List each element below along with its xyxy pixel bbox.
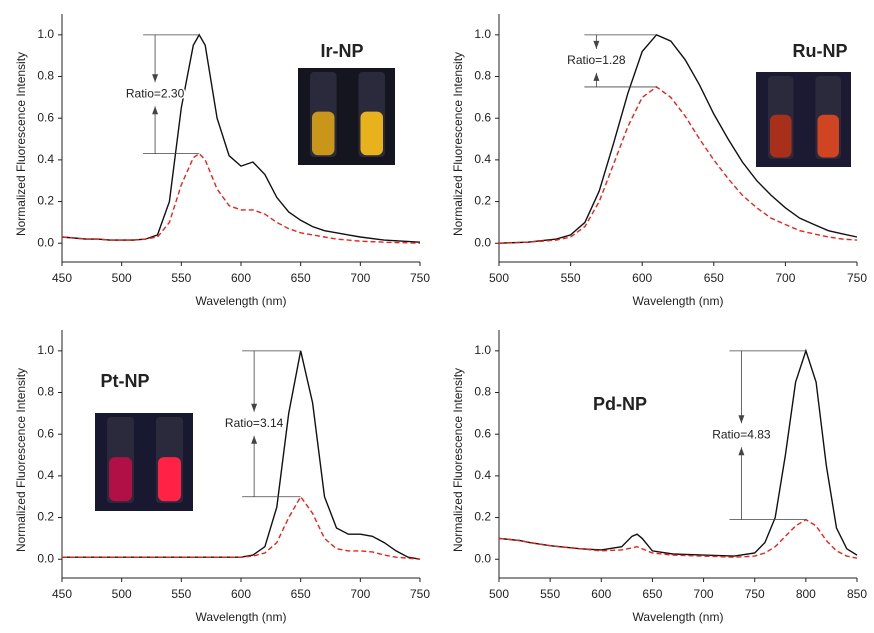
panel: 0.0 0.2 0.4 0.6 0.8 1.0 500 550 600 650 700 750 Wave… xyxy=(451,14,867,308)
series-line xyxy=(498,348,858,557)
x-axis-label: Wavelength (nm) xyxy=(196,610,287,624)
x-tick-label: 750 xyxy=(847,271,867,285)
y-tick-label: 0.0 xyxy=(37,235,54,249)
ratio-label: Ratio=3.14 xyxy=(225,416,284,430)
ratio-label: Ratio=1.28 xyxy=(567,53,626,67)
y-tick-label: 0.0 xyxy=(37,551,54,565)
y-tick-label: 0.8 xyxy=(474,385,491,399)
x-tick-label: 500 xyxy=(489,271,509,285)
arrow-head xyxy=(152,74,159,83)
y-tick-label: 0.2 xyxy=(474,194,491,208)
ratio-label: Ratio=4.83 xyxy=(712,427,771,441)
panel-label: Pt-NP xyxy=(101,371,150,391)
x-tick-label: 650 xyxy=(704,271,724,285)
y-tick-label: 1.0 xyxy=(37,27,54,41)
y-tick-label: 0.4 xyxy=(474,468,491,482)
series-line xyxy=(61,152,421,244)
panel: 0.0 0.2 0.4 0.6 0.8 1.0 450 500 550 600 650 700 750 W… xyxy=(14,14,430,308)
x-tick-label: 500 xyxy=(112,271,132,285)
x-axis-label: Wavelength (nm) xyxy=(633,610,724,624)
x-tick-label: 600 xyxy=(231,271,251,285)
arrow-head xyxy=(251,403,258,412)
vial-liquid xyxy=(817,114,839,158)
x-tick-label: 650 xyxy=(291,271,311,285)
x-tick-label: 550 xyxy=(171,587,191,601)
series-line xyxy=(498,86,858,244)
y-tick-label: 0.8 xyxy=(37,69,54,83)
y-tick-label: 0.2 xyxy=(474,510,491,524)
y-axis-label: Normalized Fluorescence Intensity xyxy=(14,368,28,552)
x-tick-label: 550 xyxy=(561,271,581,285)
arrow-head xyxy=(593,72,600,81)
ratio-label: Ratio=2.30 xyxy=(126,86,185,100)
y-tick-label: 0.6 xyxy=(37,110,54,124)
y-tick-label: 0.8 xyxy=(474,69,491,83)
x-tick-label: 700 xyxy=(350,587,370,601)
y-tick-label: 0.2 xyxy=(37,194,54,208)
y-tick-label: 0.4 xyxy=(37,152,54,166)
arrow-head xyxy=(738,447,745,456)
arrow-head xyxy=(738,415,745,424)
arrow-head xyxy=(251,435,258,444)
x-tick-label: 800 xyxy=(796,587,816,601)
series-line xyxy=(498,33,858,244)
panel-label: Ru-NP xyxy=(793,41,848,61)
x-tick-label: 500 xyxy=(489,587,509,601)
y-axis-label: Normalized Fluorescence Intensity xyxy=(451,52,465,236)
y-tick-label: 0.0 xyxy=(474,551,491,565)
vial-liquid xyxy=(770,114,792,158)
y-axis-label: Normalized Fluorescence Intensity xyxy=(451,368,465,552)
x-tick-label: 550 xyxy=(171,271,191,285)
panel-label: Pd-NP xyxy=(593,394,647,414)
y-tick-label: 0.6 xyxy=(37,426,54,440)
arrow-head xyxy=(152,106,159,115)
x-tick-label: 650 xyxy=(642,587,662,601)
x-tick-label: 650 xyxy=(291,587,311,601)
x-tick-label: 850 xyxy=(847,587,867,601)
vial-liquid xyxy=(360,111,383,156)
series-line xyxy=(498,518,858,559)
x-tick-label: 750 xyxy=(410,587,430,601)
x-tick-label: 600 xyxy=(632,271,652,285)
x-tick-label: 450 xyxy=(52,271,72,285)
x-tick-label: 700 xyxy=(775,271,795,285)
x-tick-label: 550 xyxy=(540,587,560,601)
vial-liquid xyxy=(158,457,181,502)
x-tick-label: 450 xyxy=(52,587,72,601)
x-axis-label: Wavelength (nm) xyxy=(196,294,287,308)
panel: 0.0 0.2 0.4 0.6 0.8 1.0 500 550 600 650 700 750 800 8… xyxy=(451,330,867,624)
x-tick-label: 600 xyxy=(231,587,251,601)
y-tick-label: 1.0 xyxy=(474,343,491,357)
y-tick-label: 0.4 xyxy=(37,468,54,482)
x-axis-label: Wavelength (nm) xyxy=(633,294,724,308)
series-line xyxy=(62,495,421,560)
x-tick-label: 700 xyxy=(694,587,714,601)
y-tick-label: 0.4 xyxy=(474,152,491,166)
vial-liquid xyxy=(312,111,335,156)
y-tick-label: 0.8 xyxy=(37,385,54,399)
panel: 0.0 0.2 0.4 0.6 0.8 1.0 450 500 550 600 650 700 750 W… xyxy=(14,330,430,624)
vial-liquid xyxy=(109,457,132,502)
series-line xyxy=(61,33,421,243)
panel-label: Ir-NP xyxy=(320,41,363,61)
y-tick-label: 0.2 xyxy=(37,510,54,524)
x-tick-label: 750 xyxy=(745,587,765,601)
x-tick-label: 500 xyxy=(112,587,132,601)
y-tick-label: 0.6 xyxy=(474,110,491,124)
y-axis-label: Normalized Fluorescence Intensity xyxy=(14,52,28,236)
y-tick-label: 0.0 xyxy=(474,235,491,249)
x-tick-label: 750 xyxy=(410,271,430,285)
y-tick-label: 1.0 xyxy=(37,343,54,357)
y-tick-label: 0.6 xyxy=(474,426,491,440)
arrow-head xyxy=(593,40,600,49)
x-tick-label: 700 xyxy=(350,271,370,285)
y-tick-label: 1.0 xyxy=(474,27,491,41)
x-tick-label: 600 xyxy=(591,587,611,601)
